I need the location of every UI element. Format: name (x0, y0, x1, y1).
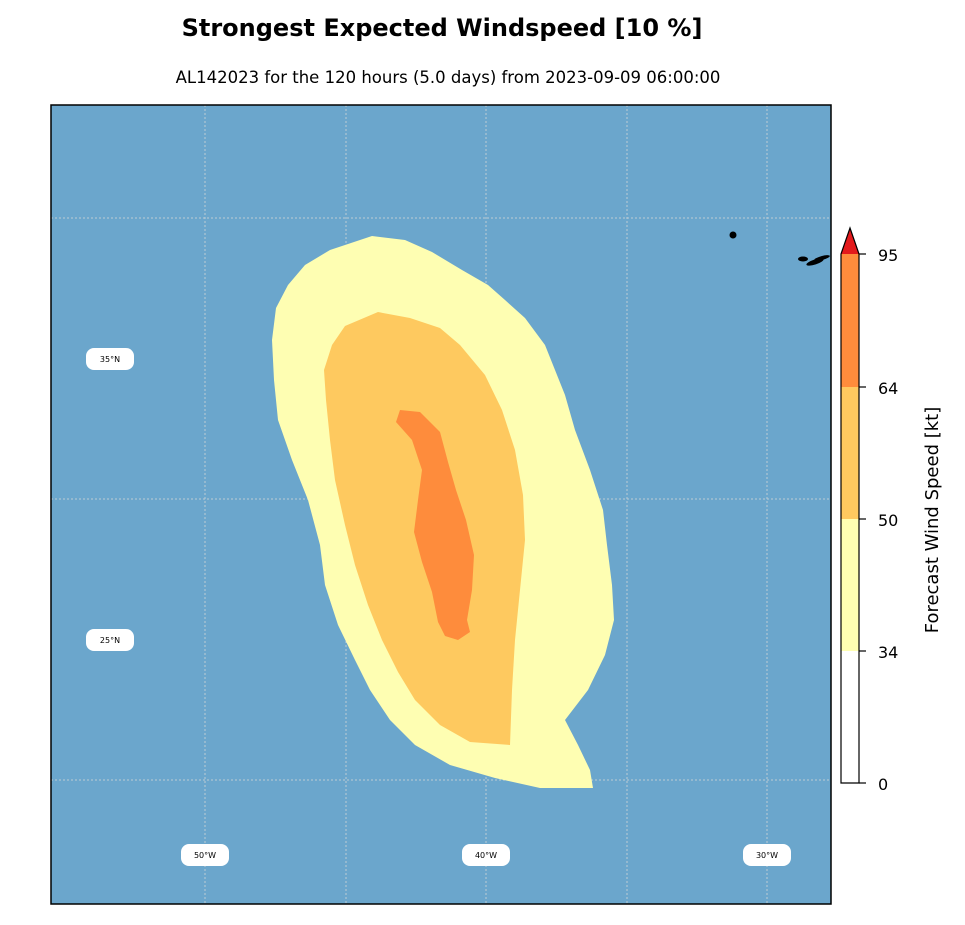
chart-title: Strongest Expected Windspeed [10 %] (181, 14, 703, 42)
island-sao-jorge (814, 255, 830, 261)
lon-label-50w: 50°W (194, 851, 216, 860)
lat-label-35n: 35°N (100, 355, 120, 364)
colorbar-tick-label-95: 95 (878, 246, 898, 265)
colorbar-tick-label-34: 34 (878, 643, 898, 662)
land-islands (729, 231, 830, 266)
chart-subtitle: AL142023 for the 120 hours (5.0 days) fr… (175, 68, 721, 87)
lat-label-25n: 25°N (100, 636, 120, 645)
lat-label-box-35n (86, 348, 134, 370)
lon-label-box-40w (462, 844, 510, 866)
lon-label-box-30w (743, 844, 791, 866)
colorbar-band-64-95 (841, 254, 859, 387)
lat-label-box-25n (86, 629, 134, 651)
colorbar-tick-label-64: 64 (878, 379, 898, 398)
colorbar-band-34-50 (841, 519, 859, 651)
map-frame (50, 104, 832, 905)
colorbar-label: Forecast Wind Speed [kt] (922, 407, 943, 634)
colorbar-tick-label-50: 50 (878, 511, 898, 530)
colorbar-outline (840, 226, 860, 784)
island-flores (729, 231, 737, 239)
wind-swath-64kt (396, 410, 474, 640)
lon-label-box-50w (181, 844, 229, 866)
colorbar: 0 34 50 64 95 Forecast Wind Speed [kt] (840, 226, 943, 794)
lon-label-30w: 30°W (756, 851, 778, 860)
colorbar-band-0-34 (841, 651, 859, 783)
colorbar-tick-label-0: 0 (878, 775, 888, 794)
lat-labels: 35°N 25°N (86, 348, 134, 651)
island-faial (798, 256, 808, 262)
colorbar-band-50-64 (841, 387, 859, 519)
lon-labels: 50°W 40°W 30°W (181, 844, 791, 866)
colorbar-extend-triangle (841, 228, 859, 254)
lon-label-40w: 40°W (475, 851, 497, 860)
